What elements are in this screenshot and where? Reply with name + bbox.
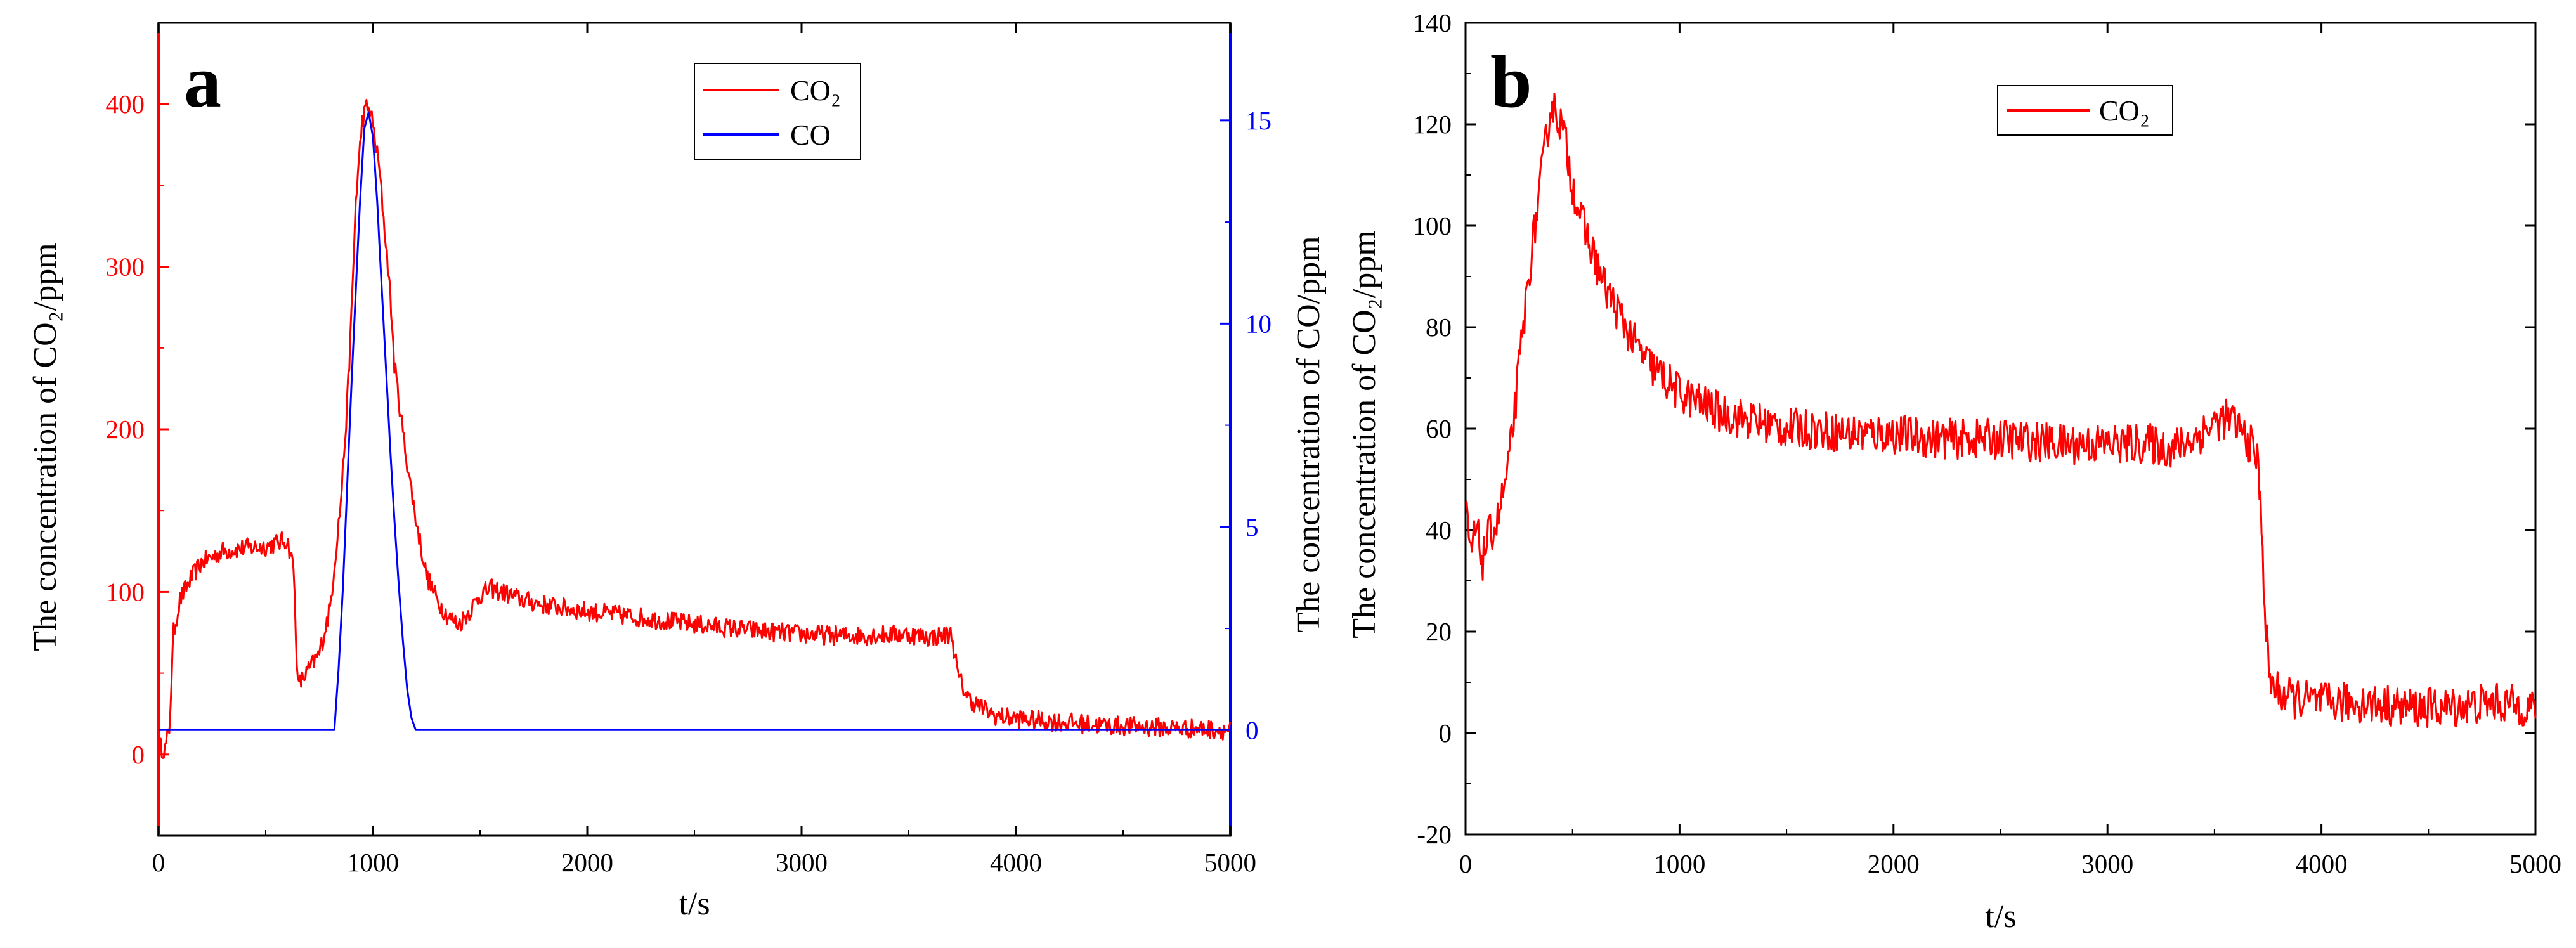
panel-b-letter: b bbox=[1490, 40, 1532, 123]
panel-a-y-axis-title: The concentration of CO₂/ppm bbox=[27, 243, 63, 651]
panel-a-y-tick-label: 0 bbox=[132, 740, 145, 769]
panel-a-x-ticks: 0 1000 2000 3000 4000 5000 bbox=[152, 23, 1256, 877]
panel-b-y-ticks: -20 0 20 40 60 80 100 120 140 bbox=[1413, 8, 2535, 849]
panel-b-x-tick-label: 4000 bbox=[2296, 849, 2348, 878]
panel-b-x-tick-label: 5000 bbox=[2509, 849, 2561, 878]
panel-a-series-line-co2 bbox=[157, 98, 1232, 759]
panel-a-letter: a bbox=[184, 40, 221, 123]
panel-b-y-tick-label: 140 bbox=[1413, 8, 1452, 37]
panel-a-x-tick-label: 1000 bbox=[347, 848, 399, 877]
panel-a-x-tick-label: 5000 bbox=[1204, 848, 1256, 877]
panel-b-x-axis-title: t/s bbox=[1985, 899, 2016, 935]
panel-b-y-axis-title-co2: The concentration of CO₂/ppm bbox=[1346, 230, 1382, 638]
panel-a-legend-box bbox=[694, 63, 861, 160]
panel-b-y-tick-label: -20 bbox=[1417, 820, 1452, 849]
panel-a-legend: CO₂ CO bbox=[694, 63, 861, 160]
panel-b-series bbox=[1464, 93, 2537, 729]
panel-a-x-axis-title: t/s bbox=[679, 886, 710, 922]
panel-b-legend-label-co2: CO₂ bbox=[2099, 94, 2150, 127]
panel-a-series-line-co bbox=[159, 111, 1230, 731]
panel-b-series-line-co2 bbox=[1464, 93, 2537, 729]
panel-a-legend-label-co2: CO₂ bbox=[790, 74, 841, 107]
panel-a-legend-label-co: CO bbox=[790, 119, 831, 151]
panel-b-x-tick-label: 1000 bbox=[1653, 849, 1705, 878]
panel-a-x-tick-label: 2000 bbox=[561, 848, 613, 877]
panel-a-y2-tick-label: 15 bbox=[1246, 106, 1272, 135]
panel-b-y-tick-label: 100 bbox=[1413, 211, 1452, 240]
panel-a-x-tick-label: 4000 bbox=[990, 848, 1042, 877]
panel-b-x-tick-label: 0 bbox=[1459, 849, 1473, 878]
panel-b-x-tick-label: 2000 bbox=[1868, 849, 1920, 878]
panel-b-x-ticks: 0 1000 2000 3000 4000 5000 bbox=[1459, 23, 2561, 878]
panel-b-y-tick-label: 80 bbox=[1426, 313, 1452, 342]
panel-b-y-axis-title-co: The concentration of CO/ppm bbox=[1291, 236, 1327, 632]
panel-b-x-tick-label: 3000 bbox=[2081, 849, 2133, 878]
panel-a-y-tick-label: 100 bbox=[106, 577, 145, 606]
panel-a: 0 1000 2000 3000 4000 5000 0 100 200 300 400 0 5 10… bbox=[27, 22, 1272, 922]
panel-b-y-tick-label: 120 bbox=[1413, 110, 1452, 139]
panel-b-legend: CO₂ bbox=[1997, 85, 2173, 136]
panel-a-y-ticks: 0 100 200 300 400 bbox=[106, 89, 169, 769]
panel-a-x-tick-label: 0 bbox=[152, 848, 166, 877]
panel-a-series bbox=[157, 98, 1232, 759]
panel-b: 0 1000 2000 3000 4000 5000 -20020406080100120… bbox=[1291, 8, 2561, 935]
panel-b-y-tick-label: 60 bbox=[1426, 414, 1452, 443]
panel-a-y-tick-label: 300 bbox=[106, 252, 145, 282]
panel-b-y-tick-label: 40 bbox=[1426, 516, 1452, 545]
panel-a-y2-tick-label: 5 bbox=[1246, 512, 1259, 542]
panel-b-y-tick-label: 20 bbox=[1426, 617, 1452, 646]
panel-a-y-tick-label: 200 bbox=[106, 415, 145, 444]
panel-a-y2-tick-label: 10 bbox=[1246, 309, 1272, 338]
panel-a-y2-tick-label: 0 bbox=[1246, 715, 1259, 744]
panel-b-y-tick-label: 0 bbox=[1439, 718, 1452, 748]
panel-a-y-tick-label: 400 bbox=[106, 89, 145, 119]
panel-a-x-tick-label: 3000 bbox=[776, 848, 828, 877]
